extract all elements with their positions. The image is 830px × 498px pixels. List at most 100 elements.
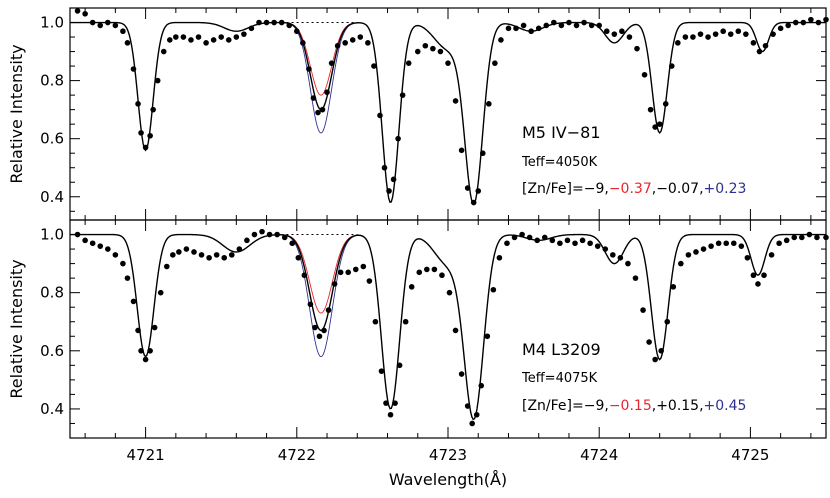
abund-sep2: , bbox=[699, 181, 703, 197]
y-axis-title: Relative Intensity bbox=[7, 259, 26, 398]
observed-point bbox=[437, 48, 444, 55]
model-zn-red bbox=[274, 234, 366, 314]
observed-point bbox=[97, 22, 104, 29]
y-tick-label: 0.4 bbox=[40, 188, 64, 206]
observed-point bbox=[157, 289, 164, 296]
observed-point bbox=[557, 240, 563, 247]
observed-point bbox=[244, 237, 250, 244]
observed-point bbox=[762, 42, 769, 49]
observed-point bbox=[416, 269, 423, 276]
observed-point bbox=[74, 8, 81, 14]
observed-point bbox=[331, 281, 338, 287]
observed-point bbox=[422, 42, 429, 49]
observed-point bbox=[652, 356, 658, 363]
observed-point bbox=[646, 339, 652, 345]
observed-point bbox=[160, 48, 167, 55]
observed-point bbox=[682, 34, 689, 40]
observed-point bbox=[756, 48, 763, 55]
abund-black: −0.07 bbox=[656, 181, 699, 197]
observed-point bbox=[755, 281, 761, 287]
observed-point bbox=[325, 307, 332, 313]
observed-point bbox=[549, 237, 556, 244]
observed-point bbox=[151, 324, 158, 331]
observed-point bbox=[603, 28, 610, 35]
observed-point bbox=[241, 31, 247, 37]
observed-point bbox=[310, 95, 317, 101]
observed-point bbox=[360, 263, 367, 270]
observed-point bbox=[693, 249, 699, 255]
series-group bbox=[70, 21, 826, 206]
observed-point bbox=[458, 147, 465, 154]
observed-point bbox=[271, 19, 277, 26]
observed-point bbox=[806, 231, 813, 238]
observed-point bbox=[135, 327, 141, 334]
observed-point bbox=[738, 243, 745, 249]
observed-point bbox=[357, 34, 364, 40]
observed-point bbox=[439, 272, 445, 279]
observed-point bbox=[112, 22, 119, 29]
observed-point bbox=[225, 37, 232, 43]
observed-point bbox=[372, 318, 379, 325]
observed-point bbox=[581, 19, 587, 26]
observed-point bbox=[198, 252, 205, 258]
observed-point bbox=[166, 37, 173, 43]
observed-point bbox=[89, 19, 96, 26]
observed-point bbox=[587, 240, 593, 247]
observed-point bbox=[312, 324, 318, 331]
observed-point bbox=[535, 25, 542, 32]
observed-point bbox=[371, 63, 377, 69]
observed-points bbox=[74, 8, 829, 206]
observed-point bbox=[744, 254, 751, 261]
observed-point bbox=[89, 240, 96, 247]
observed-point bbox=[147, 348, 153, 354]
observed-point bbox=[337, 269, 344, 276]
abund-blue: +0.23 bbox=[704, 181, 747, 197]
observed-point bbox=[486, 101, 492, 107]
observed-point bbox=[505, 25, 512, 32]
observed-point bbox=[324, 89, 330, 96]
observed-point bbox=[750, 272, 757, 279]
observed-point bbox=[278, 19, 285, 26]
observed-point bbox=[112, 252, 119, 258]
observed-point bbox=[251, 231, 258, 238]
observed-point bbox=[138, 348, 144, 354]
observed-point bbox=[319, 106, 326, 113]
observed-point bbox=[203, 40, 209, 46]
observed-point bbox=[321, 327, 327, 334]
observed-point bbox=[730, 240, 737, 247]
observed-point bbox=[490, 286, 497, 293]
observed-point bbox=[301, 272, 308, 279]
observed-point bbox=[349, 37, 356, 43]
observed-point bbox=[188, 37, 194, 43]
observed-point bbox=[263, 19, 270, 26]
observed-point bbox=[135, 101, 141, 107]
y-tick-label: 0.8 bbox=[40, 284, 64, 302]
observed-point bbox=[130, 298, 137, 305]
observed-point bbox=[316, 333, 323, 340]
observed-point bbox=[82, 237, 88, 244]
observed-point bbox=[105, 19, 111, 26]
observed-point bbox=[656, 121, 663, 127]
teff-label: Teff=4050K bbox=[521, 155, 598, 170]
observed-point bbox=[120, 260, 126, 267]
observed-point bbox=[452, 98, 459, 104]
observed-point bbox=[619, 28, 625, 35]
y-tick-label: 1.0 bbox=[40, 14, 64, 32]
observed-point bbox=[378, 368, 385, 374]
observed-point bbox=[266, 231, 273, 238]
observed-point bbox=[170, 252, 176, 258]
observed-point bbox=[163, 263, 170, 270]
observed-point bbox=[142, 356, 149, 363]
observed-point bbox=[392, 400, 398, 406]
observed-point bbox=[383, 400, 389, 406]
observed-point bbox=[289, 240, 296, 247]
observed-point bbox=[564, 237, 571, 244]
observed-point bbox=[670, 284, 677, 290]
observed-point bbox=[315, 109, 321, 116]
observed-point bbox=[446, 289, 453, 296]
abund-red: −0.37 bbox=[609, 181, 652, 197]
observed-point bbox=[470, 199, 477, 206]
observed-point bbox=[768, 252, 775, 258]
observed-point bbox=[478, 382, 485, 389]
